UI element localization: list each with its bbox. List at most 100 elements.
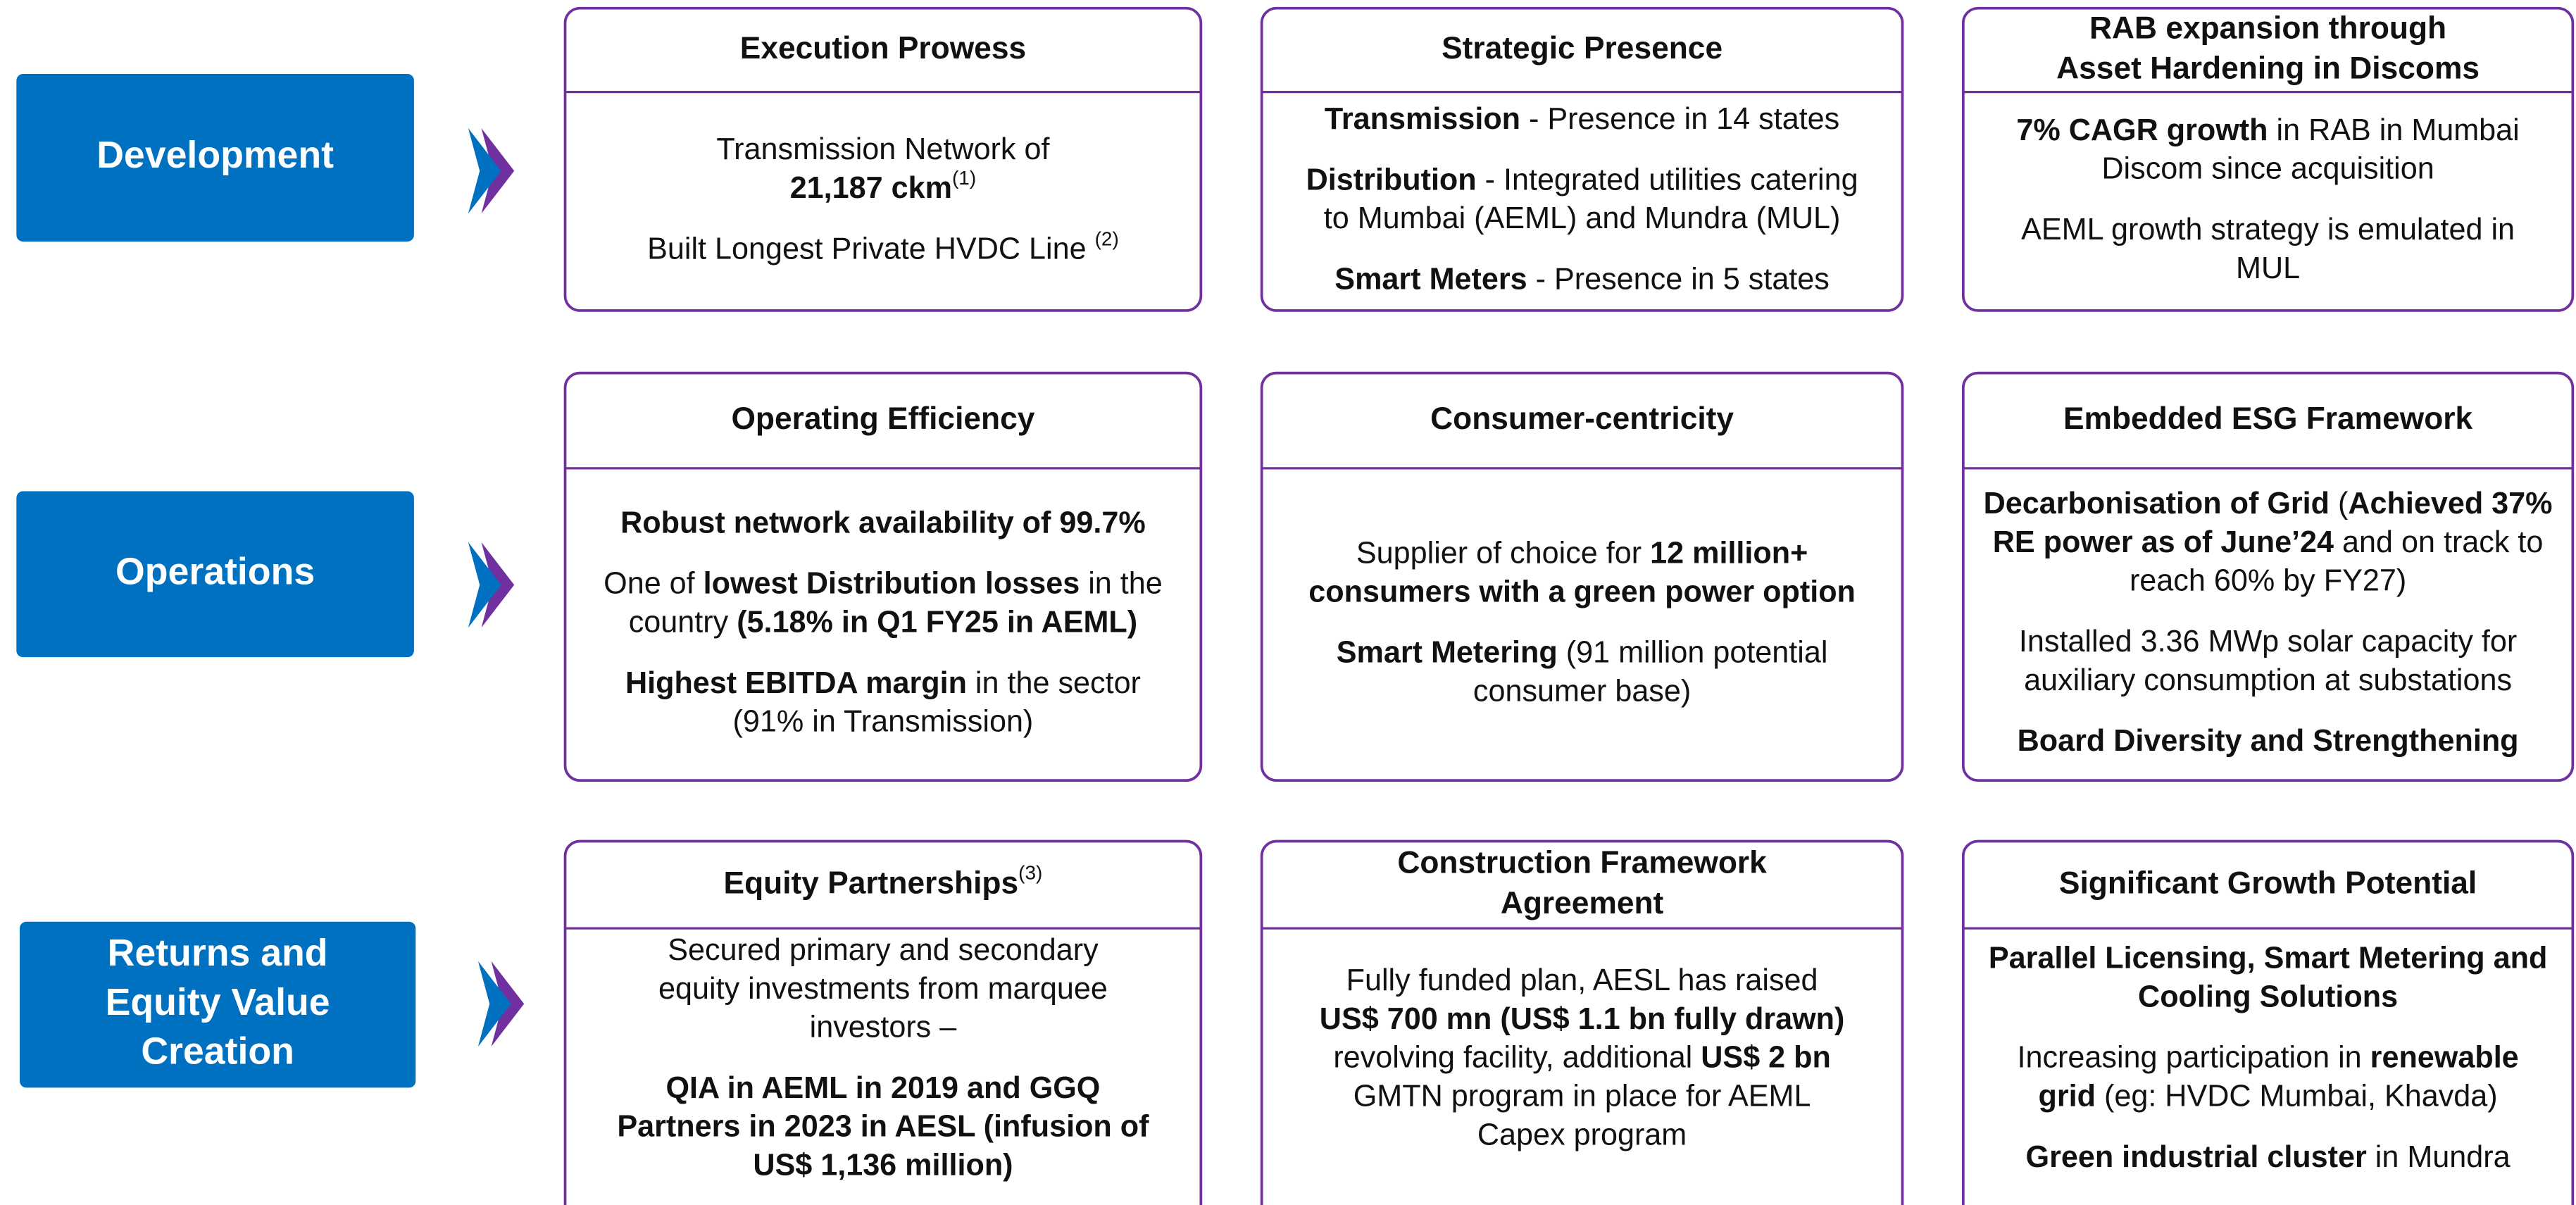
card [563,371,1203,782]
card-text: Built Longest Private HVDC Line (2) [647,227,1119,266]
card-text: Distribution - Integrated utilities cate… [1306,163,1858,197]
text-run: Built Longest Private HVDC Line [647,232,1094,266]
text-run: AEML growth strategy is emulated in [2021,213,2515,246]
card-text: Green industrial cluster in Mundra [2026,1140,2511,1174]
card-text: Smart Metering (91 million potential [1337,636,1828,670]
footnote-ref: (1) [952,167,976,189]
text-run: and on track to [2334,525,2543,559]
text-run: Supplier of choice for [1356,537,1650,570]
text-run: (91% in Transmission) [733,705,1034,739]
card [563,839,1203,1205]
text-run: equity investments from marquee [658,972,1108,1006]
text-run: investors – [810,1011,957,1044]
text-run: Achieved 37% [2348,487,2552,520]
card-text: Fully funded plan, AESL has raised [1346,964,1818,998]
text-run: (91 million potential [1558,636,1828,670]
card-text: Transmission Network of [716,133,1050,167]
text-run: Fully funded plan, AESL has raised [1346,964,1818,998]
text-run: (eg: HVDC Mumbai, Khavda) [2096,1080,2498,1113]
text-run: to Mumbai (AEML) and Mundra (MUL) [1324,202,1841,236]
row-label: Development [96,134,334,176]
text-run: Partners in 2023 in AESL (infusion of [617,1110,1149,1144]
text-run: Decarbonisation of Grid [1984,487,2330,520]
text-run: Green industrial cluster [2026,1140,2367,1174]
text-run: ( [2330,487,2349,520]
card [1961,6,2575,312]
card-title: Equity Partnerships(3) [724,861,1043,900]
card-text: consumer base) [1473,675,1691,708]
text-run: GMTN program in place for AEML [1353,1080,1811,1113]
text-run: MUL [2236,251,2300,285]
card-text: to Mumbai (AEML) and Mundra (MUL) [1324,202,1841,236]
card-text: equity investments from marquee [658,972,1108,1006]
text-run: Parallel Licensing, Smart Metering and [1989,942,2548,975]
text-run: Asset Hardening in Discoms [2056,51,2480,85]
text-run: US$ 2 bn [1701,1041,1831,1075]
text-run: Increasing participation in [2017,1041,2370,1075]
text-run: RAB expansion through [2089,11,2446,45]
card-text: 21,187 ckm(1) [790,167,976,206]
footnote-ref: (3) [1018,861,1042,883]
text-run: Operating Efficiency [731,401,1034,436]
card-text: Robust network availability of 99.7% [620,506,1146,540]
text-run: in Mundra [2367,1140,2511,1174]
card [1260,839,1904,1205]
text-run: US$ 1,136 million) [753,1149,1013,1182]
card [1260,6,1904,312]
card-text: Decarbonisation of Grid (Achieved 37% [1984,487,2553,520]
row-label: Equity Value [106,981,330,1023]
card-text: (91% in Transmission) [733,705,1034,739]
row-label: Creation [141,1030,294,1073]
text-run: One of [604,567,703,601]
text-run: Board Diversity and Strengthening [2018,724,2519,758]
card-text: Highest EBITDA margin in the sector [625,666,1141,700]
text-run: Consumer-centricity [1430,401,1734,436]
text-run: Smart Metering [1337,636,1558,670]
row-label-box [16,74,414,242]
card-text: investors – [810,1011,957,1044]
text-run: Installed 3.36 MWp solar capacity for [2019,625,2517,658]
card-title: Construction Framework [1397,845,1767,880]
card-text: grid (eg: HVDC Mumbai, Khavda) [2039,1080,2498,1113]
card-text: revolving facility, additional US$ 2 bn [1333,1041,1831,1075]
text-run: 21,187 ckm [790,171,952,205]
card-text: Transmission - Presence in 14 states [1325,102,1839,136]
card-text: US$ 700 mn (US$ 1.1 bn fully drawn) [1320,1002,1845,1036]
card-text: Cooling Solutions [2138,980,2398,1014]
card-text: Installed 3.36 MWp solar capacity for [2019,625,2517,658]
arrow-blue [477,961,511,1047]
text-run: Transmission [1325,102,1520,136]
text-run: 7% CAGR growth [2016,113,2268,147]
card-text: Partners in 2023 in AESL (infusion of [617,1110,1149,1144]
text-run: Robust network availability of 99.7% [620,506,1146,540]
card [563,6,1203,312]
text-run: in the [1080,567,1163,601]
row-label-box [19,921,416,1088]
card-text: Parallel Licensing, Smart Metering and [1989,942,2548,975]
card [1961,371,2575,782]
text-run: - Integrated utilities catering [1477,163,1858,197]
card-text: consumers with a green power option [1308,575,1856,609]
row-label: Returns and [108,932,328,974]
card-text: MUL [2236,251,2300,285]
card-text: Secured primary and secondary [668,933,1099,967]
text-run: - Presence in 5 states [1527,263,1830,296]
text-run: Agreement [1501,886,1664,920]
text-run: consumers with a green power option [1308,575,1856,609]
text-run: Embedded ESG Framework [2063,401,2473,436]
text-run: Significant Growth Potential [2059,866,2477,900]
card-text: US$ 1,136 million) [753,1149,1013,1182]
card-text: One of lowest Distribution losses in the [604,567,1163,601]
text-run: Transmission Network of [716,133,1050,167]
card-title: Asset Hardening in Discoms [2056,51,2480,85]
text-run: country [629,606,737,639]
card-title: Execution Prowess [740,31,1026,65]
text-run: 12 million+ [1650,537,1808,570]
text-run: renewable [2370,1041,2519,1075]
card [1961,839,2575,1205]
card-text: Discom since acquisition [2101,152,2434,186]
text-run: in the sector [967,666,1141,700]
card-title: Strategic Presence [1442,31,1722,65]
footnote-ref: (2) [1095,227,1119,249]
card-title: Significant Growth Potential [2059,866,2477,900]
